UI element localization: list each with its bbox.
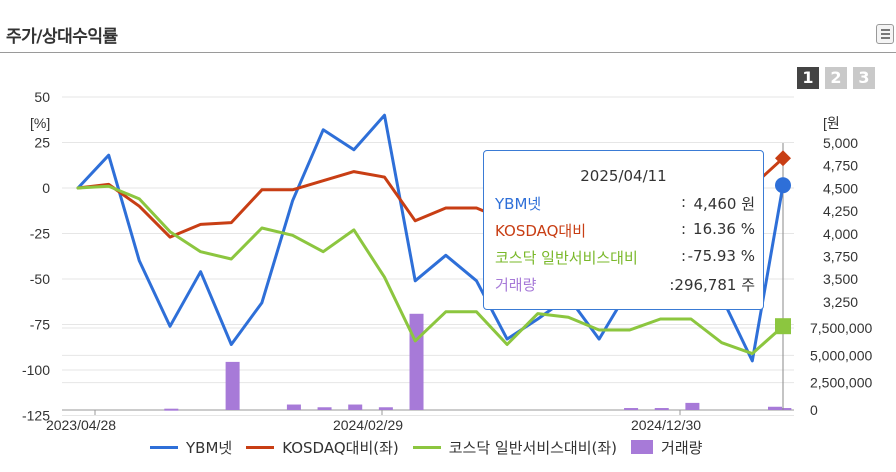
right-axis-tick: 4,500 [823,180,858,196]
sector-marker [775,318,791,335]
volume-bar [777,408,792,411]
tooltip-date: 2025/04/11 [580,167,667,185]
menu-line-icon [881,33,890,35]
chart-pager: 1 2 3 [797,67,875,89]
volume-bar [409,313,424,410]
tooltip-row-volume: 거래량 :296,781 주 [495,274,755,296]
right-axis-tick: 4,000 [823,226,858,242]
left-axis-tick: 50 [34,89,50,105]
legend-item-volume[interactable]: 거래량 [631,437,702,458]
hover-markers [775,150,791,335]
tooltip-row-sector: 코스닥 일반서비스대비 : -75.93 % [495,247,755,269]
right-axis-tick: 3,250 [823,294,858,310]
ybm-marker [775,177,791,194]
tooltip-value: 4,460 원 [693,195,755,213]
tooltip-label: YBM넷 [495,195,542,213]
right-axis-tick: 3,750 [823,249,858,265]
tooltip-row-kosdaq: KOSDAQ대비 : 16.36 % [495,220,755,242]
legend-swatch [150,445,178,449]
volume-bar [164,408,179,411]
right-axis-tick: 5,000 [823,135,858,151]
legend-swatch [246,445,275,449]
tooltip-row-ybm: YBM넷 : 4,460 원 [495,193,755,215]
legend-swatch [412,445,441,449]
legend-item-ybm[interactable]: YBM넷 [150,437,232,458]
kosdaq-marker [775,150,791,167]
right-axis-unit: [원 [823,115,840,131]
volume-bar [225,361,240,410]
page-button-2[interactable]: 2 [825,67,847,89]
x-axis-tick-label: 2024/12/30 [631,417,701,433]
legend-item-kosdaq[interactable]: KOSDAQ대비(좌) [246,437,399,458]
tooltip-label: 코스닥 일반서비스대비 [495,249,638,267]
legend-label: 코스닥 일반서비스대비(좌) [448,438,618,457]
panel-header: 주가/상대수익률 [0,0,896,53]
left-axis-tick: 25 [34,135,50,151]
legend-item-sector[interactable]: 코스닥 일반서비스대비(좌) [412,437,618,458]
left-axis-unit: [%] [30,115,50,131]
tooltip-label: 거래량 [495,276,537,294]
grid-lines [62,96,794,416]
volume-bar [378,407,393,410]
volume-bar [654,408,669,411]
legend-label: YBM넷 [186,438,233,457]
legend-label: KOSDAQ대비(좌) [282,438,399,457]
left-axis-tick: -75 [30,317,50,333]
volume-axis-tick: 7,500,000 [810,320,872,336]
left-axis-tick: -100 [22,362,50,378]
legend-label: 거래량 [661,438,703,457]
chart-legend: YBM넷 KOSDAQ대비(좌) 코스닥 일반서비스대비(좌) 거래량 [150,436,716,458]
tooltip-colon: : [681,193,687,211]
volume-bar [624,408,639,411]
volume-axis-tick: 0 [810,402,818,418]
tooltip-label: KOSDAQ대비 [495,222,587,240]
x-axis-tick-label: 2024/02/29 [333,417,403,433]
legend-swatch [631,440,654,454]
volume-bar [768,406,782,410]
menu-line-icon [881,29,890,31]
right-axis-tick: 4,250 [823,203,858,219]
left-axis-tick: -125 [22,408,50,424]
tooltip-value: :296,781 주 [669,276,755,294]
axis-ticks: [%] 50 25 0 -25 -50 -75 -100 -125 [원 5,000 4,750 4,5… [22,89,873,433]
x-axis-tick-label: 2023/04/28 [46,417,116,433]
right-axis-tick: 3,500 [823,271,858,287]
tooltip-colon: : [681,220,687,238]
page-button-3[interactable]: 3 [853,67,875,89]
left-axis-tick: 0 [42,180,50,196]
volume-bar [286,404,301,410]
tooltip-value: 16.36 % [693,220,755,238]
left-axis-tick: -25 [30,226,50,242]
page-button-1[interactable]: 1 [797,67,819,89]
volume-bar [317,407,332,410]
volume-bar [348,404,363,410]
right-axis-tick: 4,750 [823,158,858,174]
list-menu-button[interactable] [876,24,894,44]
volume-axis-tick: 2,500,000 [810,375,872,391]
tooltip-value: -75.93 % [687,247,755,265]
line-sector [76,184,785,356]
tooltip-colon: : [681,247,687,265]
panel-title: 주가/상대수익률 [6,27,118,47]
volume-bar [685,402,700,410]
menu-line-icon [881,37,890,39]
data-tooltip: 2025/04/11 YBM넷 : 4,460 원 KOSDAQ대비 : 16.… [483,150,764,310]
left-axis-tick: -50 [30,271,50,287]
volume-axis-tick: 5,000,000 [810,347,872,363]
